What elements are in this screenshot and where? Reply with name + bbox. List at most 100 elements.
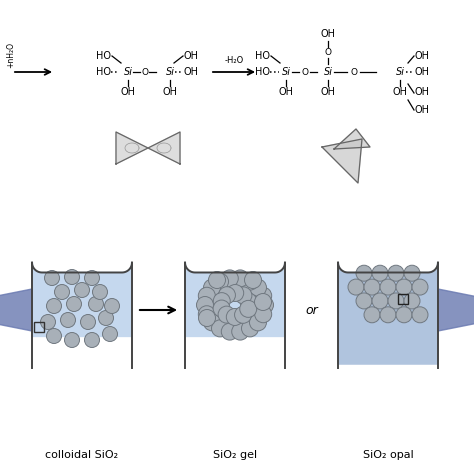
Circle shape	[364, 307, 380, 323]
Circle shape	[203, 314, 220, 331]
Circle shape	[396, 307, 412, 323]
Text: OH: OH	[392, 87, 408, 97]
Text: OH: OH	[183, 51, 199, 61]
Text: O: O	[325, 47, 331, 56]
Text: OH: OH	[320, 29, 336, 39]
Circle shape	[380, 279, 396, 295]
Circle shape	[245, 272, 262, 289]
Text: colloidal SiO₂: colloidal SiO₂	[46, 450, 118, 460]
Circle shape	[218, 306, 235, 323]
Polygon shape	[32, 263, 132, 337]
Circle shape	[198, 287, 215, 304]
Text: OH: OH	[279, 87, 293, 97]
Circle shape	[221, 323, 238, 340]
Circle shape	[412, 279, 428, 295]
Polygon shape	[322, 139, 362, 183]
Circle shape	[219, 287, 236, 304]
Circle shape	[55, 284, 70, 300]
Circle shape	[104, 299, 119, 313]
Circle shape	[66, 297, 82, 311]
Text: OH: OH	[414, 87, 429, 97]
Text: OH: OH	[414, 105, 429, 115]
Circle shape	[404, 293, 420, 309]
Text: -H₂O: -H₂O	[224, 55, 244, 64]
Circle shape	[209, 272, 226, 289]
Circle shape	[74, 283, 90, 298]
Circle shape	[211, 273, 228, 290]
Circle shape	[213, 292, 230, 310]
Text: O: O	[142, 67, 148, 76]
Bar	[398, 294, 408, 304]
Text: O: O	[350, 67, 357, 76]
Circle shape	[226, 309, 243, 326]
Text: HO: HO	[255, 67, 271, 77]
Circle shape	[199, 310, 216, 327]
Text: SiO₂ opal: SiO₂ opal	[363, 450, 413, 460]
Circle shape	[255, 306, 272, 323]
Text: Si: Si	[395, 67, 404, 77]
Circle shape	[227, 284, 244, 301]
Circle shape	[64, 270, 80, 284]
Circle shape	[235, 306, 252, 323]
Circle shape	[235, 287, 252, 304]
Text: Si: Si	[124, 67, 133, 77]
Circle shape	[356, 293, 372, 309]
Text: HO: HO	[97, 67, 111, 77]
Text: HO: HO	[97, 51, 111, 61]
Circle shape	[364, 279, 380, 295]
Circle shape	[99, 310, 113, 326]
Polygon shape	[116, 132, 148, 164]
Circle shape	[102, 327, 118, 341]
Circle shape	[211, 320, 228, 337]
Circle shape	[249, 279, 266, 296]
Text: SiO₂ gel: SiO₂ gel	[213, 450, 257, 460]
Text: O: O	[301, 67, 309, 76]
Text: Si: Si	[282, 67, 291, 77]
Text: OH: OH	[320, 87, 336, 97]
Polygon shape	[185, 263, 285, 337]
Circle shape	[213, 300, 230, 317]
Circle shape	[396, 279, 412, 295]
Circle shape	[356, 265, 372, 281]
Text: OH: OH	[414, 67, 429, 77]
Circle shape	[372, 293, 388, 309]
Text: OH: OH	[163, 87, 177, 97]
Circle shape	[240, 301, 257, 318]
Circle shape	[61, 312, 75, 328]
Circle shape	[240, 293, 257, 310]
Text: HO: HO	[255, 51, 271, 61]
Polygon shape	[438, 289, 474, 331]
Circle shape	[232, 323, 249, 340]
Polygon shape	[0, 289, 32, 331]
Circle shape	[372, 265, 388, 281]
Circle shape	[92, 284, 108, 300]
Circle shape	[348, 279, 364, 295]
Circle shape	[45, 271, 60, 285]
Circle shape	[197, 297, 213, 313]
Circle shape	[255, 287, 272, 304]
Circle shape	[40, 315, 55, 329]
Circle shape	[89, 297, 103, 311]
Circle shape	[221, 270, 238, 287]
Circle shape	[388, 293, 404, 309]
Circle shape	[241, 320, 258, 337]
Circle shape	[388, 265, 404, 281]
Circle shape	[64, 332, 80, 347]
Text: OH: OH	[120, 87, 136, 97]
Polygon shape	[334, 129, 370, 149]
Circle shape	[241, 273, 258, 290]
Circle shape	[203, 279, 220, 296]
Text: OH: OH	[183, 67, 199, 77]
Text: OH: OH	[414, 51, 429, 61]
Text: or: or	[305, 303, 318, 317]
Circle shape	[412, 307, 428, 323]
Text: Si: Si	[165, 67, 174, 77]
Circle shape	[198, 306, 215, 323]
Circle shape	[249, 314, 266, 331]
Polygon shape	[148, 132, 180, 164]
Circle shape	[84, 332, 100, 347]
Circle shape	[232, 270, 249, 287]
Circle shape	[84, 271, 100, 285]
Bar	[34, 322, 44, 332]
Circle shape	[380, 307, 396, 323]
